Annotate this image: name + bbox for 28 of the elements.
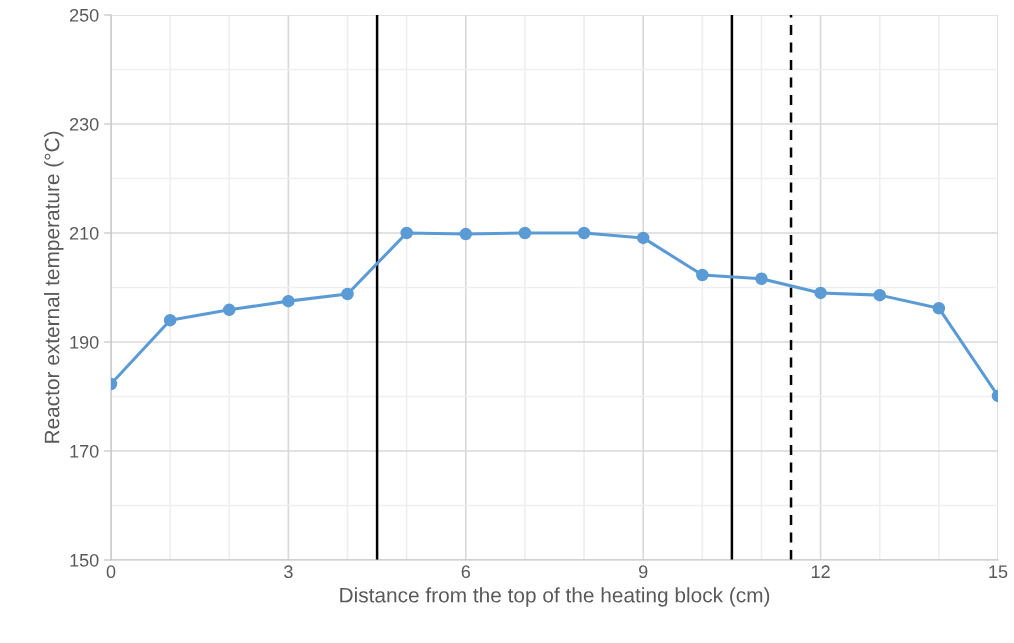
- point: [755, 272, 768, 286]
- y-tick-label: 190: [70, 335, 99, 349]
- point: [696, 268, 709, 282]
- x-tick-label: 3: [284, 565, 293, 579]
- y-tick-label: 250: [69, 8, 99, 22]
- y-axis-title: Reactor external temperature (°C): [44, 131, 64, 443]
- x-tick-label: 6: [461, 565, 471, 579]
- point: [636, 231, 650, 245]
- point: [577, 226, 591, 240]
- point: [932, 301, 946, 315]
- x-tick-label: 15: [989, 565, 1008, 579]
- point: [163, 313, 177, 327]
- point: [459, 227, 473, 241]
- x-axis-title: Distance from the top of the heating block (cm): [340, 587, 770, 607]
- y-tick-label: 210: [69, 226, 99, 240]
- point: [400, 226, 413, 240]
- point: [282, 294, 295, 308]
- point: [223, 303, 236, 317]
- x-tick-label: 12: [811, 565, 830, 578]
- y-tick-label: 150: [70, 553, 99, 567]
- y-tick-label: 230: [69, 117, 99, 131]
- point: [814, 286, 827, 300]
- x-tick-label: 9: [639, 565, 648, 579]
- y-tick-label: 170: [70, 444, 99, 458]
- point: [341, 287, 354, 301]
- point: [873, 288, 886, 302]
- x-tick-label: 0: [106, 565, 116, 579]
- point: [518, 226, 532, 240]
